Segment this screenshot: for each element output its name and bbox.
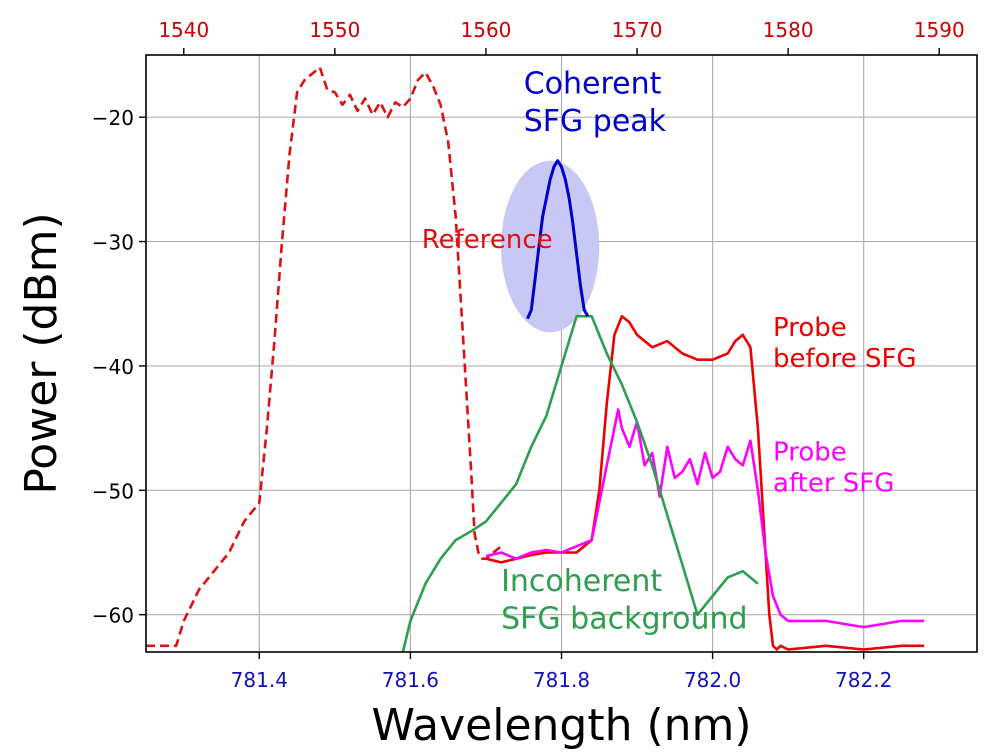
y-tick-label: −30 <box>92 231 134 255</box>
top-tick-label: 1550 <box>309 18 360 42</box>
annotation-before-sfg: before SFG <box>773 344 917 374</box>
series-line-probe-before-sfg <box>485 314 925 651</box>
annotation-coherent: Coherent <box>524 67 662 102</box>
y-tick-label: −20 <box>92 106 134 130</box>
highlight-ellipse <box>501 160 600 333</box>
x-tick-label: 781.6 <box>382 668 439 692</box>
series-lines <box>146 66 925 652</box>
annotation-reference: Reference <box>422 225 553 255</box>
x-tick-label: 782.2 <box>835 668 892 692</box>
top-tick-label: 1540 <box>158 18 209 42</box>
annotation-incoherent: Incoherent <box>501 564 662 599</box>
x-axis-title: Wavelength (nm) <box>371 700 751 751</box>
coherent-peak-highlight <box>501 160 600 333</box>
top-tick-label: 1590 <box>914 18 965 42</box>
top-tick-label: 1580 <box>763 18 814 42</box>
x-tick-label: 782.0 <box>684 668 741 692</box>
series-line-coherent-sfg-peak <box>526 159 590 320</box>
y-tick-label: −50 <box>92 479 134 503</box>
annotation-sfg-background: SFG background <box>501 601 748 636</box>
series-line-incoherent-sfg-background <box>401 314 759 652</box>
axes: 781.4 781.6 781.8 782.0 782.2 −60 −50 −40 −30 −20… <box>92 18 965 692</box>
y-axis-title: Power (dBm) <box>16 212 67 494</box>
y-tick-label: −40 <box>92 355 134 379</box>
series-line-probe-after-sfg <box>485 408 925 629</box>
series-line-reference <box>146 66 502 648</box>
annotation-after-sfg: after SFG <box>773 469 894 499</box>
x-tick-label: 781.4 <box>231 668 288 692</box>
y-tick-label: −60 <box>92 604 134 628</box>
annotation-sfg-peak: SFG peak <box>524 104 667 139</box>
top-tick-label: 1570 <box>612 18 663 42</box>
x-tick-label: 781.8 <box>533 668 590 692</box>
annotation-probe: Probe <box>773 437 847 467</box>
annotation-probe: Probe <box>773 313 847 343</box>
top-tick-label: 1560 <box>461 18 512 42</box>
